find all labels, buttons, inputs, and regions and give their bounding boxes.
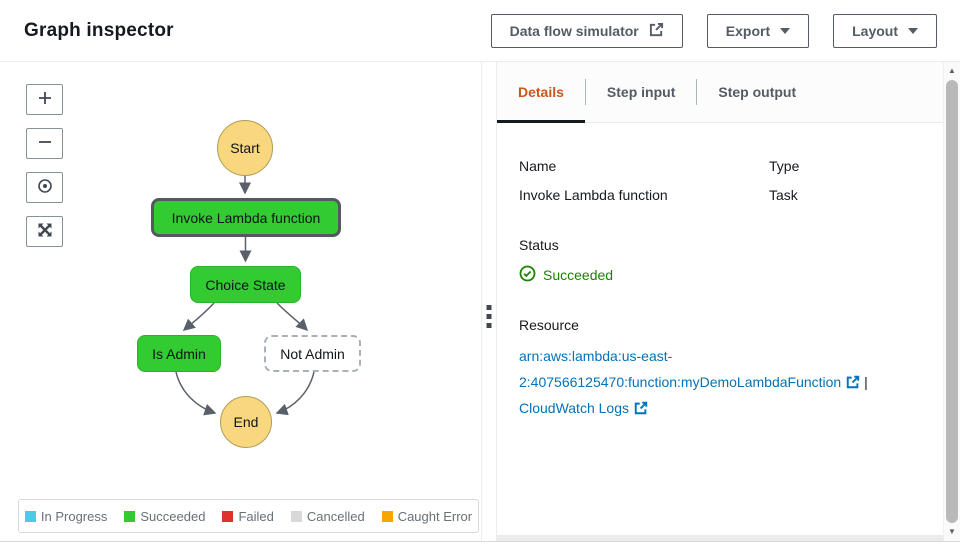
link-separator: |	[864, 374, 868, 390]
tab-details[interactable]: Details	[497, 62, 585, 123]
node-not-admin-label: Not Admin	[280, 345, 345, 362]
minus-icon	[37, 134, 53, 153]
in-progress-swatch	[24, 510, 36, 522]
tab-separator	[696, 79, 698, 105]
export-button[interactable]: Export	[706, 13, 810, 48]
center-target-icon	[37, 178, 53, 197]
resource-label: Resource	[519, 317, 579, 333]
legend-item-cancelled: Cancelled	[290, 508, 365, 524]
plus-icon	[37, 90, 53, 109]
panel-resize-handle[interactable]	[481, 62, 497, 541]
lambda-arn-link[interactable]: arn:aws:lambda:us-east-2:407566125470:fu…	[519, 348, 860, 390]
caret-down-icon	[908, 27, 918, 34]
scroll-up-arrow[interactable]: ▲	[948, 66, 956, 75]
type-label: Type	[769, 158, 800, 174]
type-field: Type Task	[769, 158, 921, 203]
node-choice-state[interactable]: Choice State	[190, 266, 301, 303]
node-is-admin-label: Is Admin	[152, 345, 206, 362]
cancelled-swatch	[290, 510, 302, 522]
main-content: Start Invoke Lambda function Choice Stat…	[0, 62, 960, 541]
status-text: Succeeded	[543, 267, 614, 283]
legend-label: Succeeded	[140, 508, 206, 524]
node-start-label: Start	[230, 140, 260, 156]
data-flow-simulator-button[interactable]: Data flow simulator	[490, 13, 683, 48]
tab-separator	[584, 79, 586, 105]
legend-item-succeeded: Succeeded	[124, 509, 205, 524]
node-start[interactable]: Start	[217, 120, 273, 176]
failed-swatch	[222, 510, 234, 522]
details-panel: Details Step input Step output Name Invo…	[497, 62, 943, 541]
legend-label: In Progress	[40, 508, 108, 524]
status-value: Succeeded	[519, 265, 921, 285]
expand-arrows-icon	[37, 222, 53, 241]
zoom-out-button[interactable]	[26, 128, 63, 159]
node-invoke-label: Invoke Lambda function	[171, 209, 321, 226]
tab-step-input[interactable]: Step input	[586, 62, 696, 122]
caret-down-icon	[780, 27, 791, 34]
node-invoke-lambda-function[interactable]: Invoke Lambda function	[151, 198, 341, 237]
details-tabbar: Details Step input Step output	[497, 62, 943, 123]
legend-item-in-progress: In Progress	[24, 508, 108, 524]
status-section: Status Succeeded	[519, 237, 921, 285]
page-title: Graph inspector	[24, 19, 174, 41]
bottom-border-strip	[0, 541, 960, 548]
scrollbar-thumb[interactable]	[946, 80, 958, 523]
vertical-scrollbar[interactable]: ▲ ▼	[943, 62, 960, 541]
graph-zoom-controls	[26, 84, 63, 247]
name-value: Invoke Lambda function	[519, 187, 668, 203]
header: Graph inspector Data flow simulator Expo…	[0, 0, 960, 62]
legend-label: Caught Error	[397, 508, 473, 524]
resource-links: arn:aws:lambda:us-east-2:407566125470:fu…	[519, 343, 921, 421]
cloudwatch-logs-link[interactable]: CloudWatch Logs	[519, 400, 648, 416]
zoom-in-button[interactable]	[26, 84, 63, 115]
layout-label: Layout	[852, 22, 898, 39]
fit-view-button[interactable]	[26, 216, 63, 247]
external-link-icon	[649, 22, 664, 40]
legend-label: Failed	[238, 508, 274, 524]
header-actions: Data flow simulator Export Layout	[490, 13, 937, 48]
legend-item-failed: Failed	[222, 508, 274, 524]
status-label: Status	[519, 237, 559, 253]
export-label: Export	[725, 22, 771, 39]
center-view-button[interactable]	[26, 172, 63, 203]
tab-step-input-label: Step input	[606, 84, 676, 100]
name-field: Name Invoke Lambda function	[519, 158, 769, 203]
succeeded-swatch	[124, 510, 136, 522]
layout-button[interactable]: Layout	[833, 13, 937, 48]
name-label: Name	[519, 158, 557, 174]
tab-step-output[interactable]: Step output	[697, 62, 817, 122]
legend-item-caught-error: Caught Error	[381, 508, 473, 524]
external-link-icon	[847, 375, 860, 389]
data-flow-simulator-label: Data flow simulator	[509, 22, 639, 39]
horizontal-scroll-track	[497, 535, 943, 541]
node-choice-label: Choice State	[205, 276, 286, 293]
drag-dots-icon	[486, 305, 492, 328]
type-value: Task	[769, 187, 798, 203]
node-end[interactable]: End	[220, 396, 272, 448]
node-is-admin[interactable]: Is Admin	[137, 335, 221, 372]
node-not-admin[interactable]: Not Admin	[264, 335, 361, 372]
legend-label: Cancelled	[306, 508, 365, 524]
tab-details-label: Details	[518, 84, 564, 100]
external-link-icon	[634, 401, 648, 415]
status-legend: In Progress Succeeded Failed Cancelled C…	[18, 499, 479, 533]
success-check-icon	[519, 265, 536, 285]
node-end-label: End	[233, 414, 259, 430]
graph-canvas[interactable]: Start Invoke Lambda function Choice Stat…	[0, 62, 481, 541]
caught-error-swatch	[381, 510, 393, 522]
tab-step-output-label: Step output	[718, 84, 797, 100]
scroll-down-arrow[interactable]: ▼	[948, 527, 956, 536]
details-content: Name Invoke Lambda function Type Task St…	[497, 123, 943, 421]
resource-section: Resource arn:aws:lambda:us-east-2:407566…	[519, 317, 921, 421]
